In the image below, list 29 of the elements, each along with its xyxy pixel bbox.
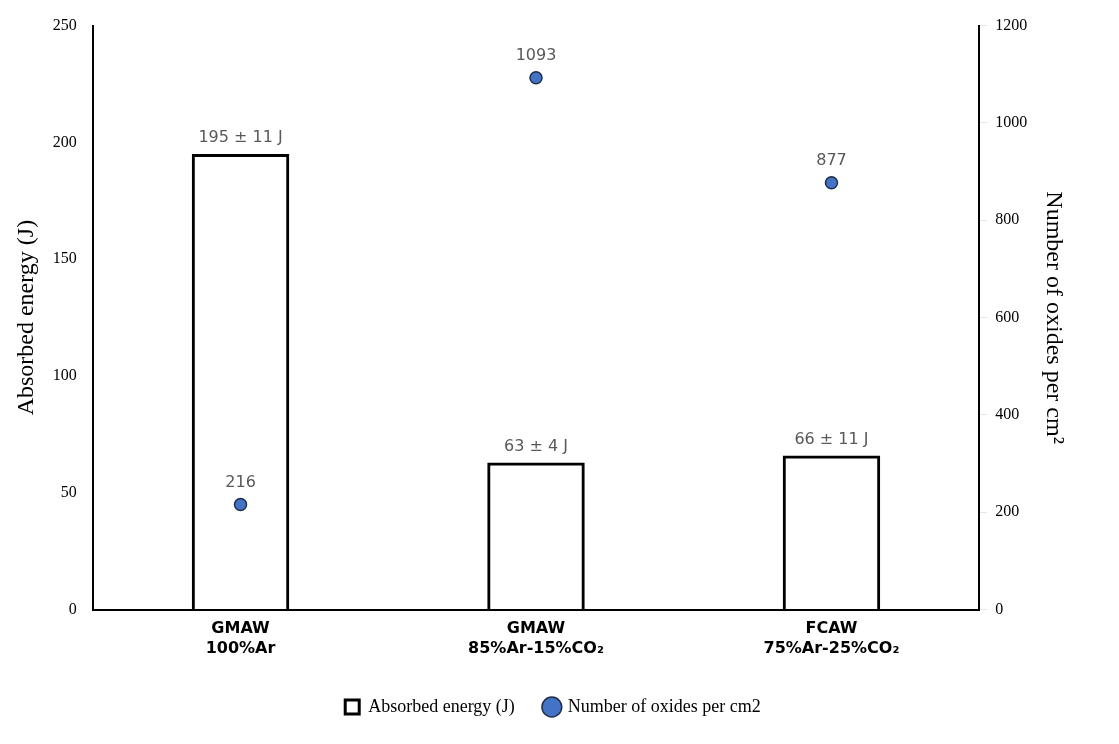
- data-label: 195 ± 11 J: [198, 127, 283, 147]
- y-tick-label: 200: [52, 132, 77, 150]
- y-axis-title: Absorbed energy (J): [11, 219, 38, 416]
- y2-axis-title: Number of oxides per cm²: [1042, 191, 1069, 444]
- data-label: 216: [225, 471, 256, 491]
- y2-tick-label: 1200: [995, 15, 1028, 33]
- data-label: 1093: [515, 44, 557, 64]
- x-tick-label: FCAW 75%Ar-25%CO₂: [763, 618, 900, 657]
- point: [824, 176, 839, 190]
- y-tick-label: 0: [68, 599, 77, 617]
- legend-label: Number of oxides per cm2: [567, 695, 761, 716]
- legend-label: Absorbed energy (J): [368, 695, 515, 717]
- y2-tick-label: 200: [995, 502, 1020, 520]
- y2-tick-label: 800: [995, 210, 1020, 228]
- y-tick-label: 150: [52, 249, 77, 267]
- y-tick-label: 100: [52, 366, 77, 384]
- x-tick-label: GMAW 85%Ar-15%CO₂: [468, 618, 604, 657]
- data-label: 66 ± 11 J: [794, 428, 869, 448]
- x-tick-label: GMAW 100%Ar: [205, 618, 276, 657]
- y2-tick-label: 1000: [995, 113, 1028, 131]
- point: [529, 70, 543, 85]
- y2-tick-label: 0: [995, 599, 1004, 617]
- y2-tick-label: 400: [995, 405, 1020, 423]
- y-tick-label: 50: [60, 483, 77, 500]
- data-label: 877: [816, 149, 847, 169]
- y2-tick-label: 600: [995, 307, 1020, 325]
- point: [233, 497, 248, 512]
- data-label: 63 ± 4 J: [504, 435, 568, 455]
- y-tick-label: 250: [52, 15, 77, 33]
